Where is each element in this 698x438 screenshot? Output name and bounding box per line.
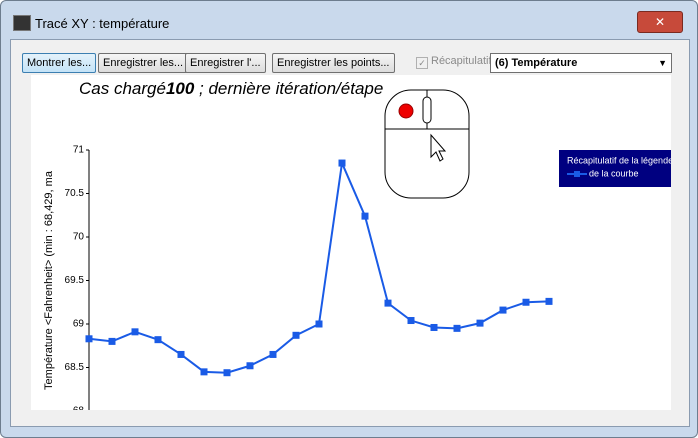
data-point	[407, 317, 415, 325]
data-point	[499, 306, 507, 314]
data-point	[246, 362, 254, 370]
window-icon	[13, 15, 31, 31]
dropdown[interactable]: (6) Température ▼	[490, 53, 672, 73]
dropdown-value: (6) Température	[495, 57, 578, 69]
legend-label: de la courbe	[589, 168, 639, 178]
data-point	[430, 323, 438, 331]
data-point	[315, 320, 323, 328]
chart: Cas chargé100 ; dernière itération/étape…	[31, 75, 671, 410]
data-point	[545, 297, 553, 305]
button[interactable]: Montrer les...	[22, 53, 97, 73]
button[interactable]: Enregistrer l'...	[185, 53, 266, 73]
data-point	[453, 324, 461, 332]
y-tick-label: 68	[73, 406, 85, 410]
title-text: Cas chargé	[79, 79, 166, 98]
data-point	[200, 368, 208, 376]
data-point	[361, 212, 369, 220]
y-tick-label: 69	[73, 319, 85, 330]
chart-title: Cas chargé100 ; dernière itération/étape	[79, 79, 383, 98]
y-axis-label: Température <Fahrenheit> (min : 68,429, …	[43, 170, 55, 390]
data-point	[177, 350, 185, 358]
button[interactable]: Enregistrer les...	[98, 53, 189, 73]
close-button[interactable]: ✕	[637, 11, 683, 33]
client-area: Montrer les... Enregistrer les... Enregi…	[10, 39, 690, 427]
chart-background	[31, 75, 671, 410]
data-point	[476, 319, 484, 327]
data-point	[338, 159, 346, 167]
data-point	[522, 298, 530, 306]
mouse-icon	[384, 89, 470, 199]
data-point	[384, 299, 392, 307]
button[interactable]: Enregistrer les points...	[272, 53, 395, 73]
checkbox[interactable]: ✓ Récapitulatif	[416, 55, 492, 69]
data-point	[108, 337, 116, 345]
y-tick-label: 68.5	[65, 362, 85, 373]
data-point	[154, 336, 162, 344]
y-tick-label: 70	[73, 232, 85, 243]
y-tick-label: 70.5	[65, 188, 85, 199]
legend-title: Récapitulatif de la légende	[567, 155, 671, 165]
data-point	[85, 335, 93, 343]
legend-marker	[574, 171, 580, 177]
legend-box	[559, 150, 671, 187]
data-point	[131, 328, 139, 336]
y-tick-label: 71	[73, 145, 85, 156]
checkbox-label: Récapitulatif	[431, 55, 492, 67]
title-rest: ; dernière itération/étape	[194, 79, 383, 98]
data-point	[292, 331, 300, 339]
title-bold: 100	[166, 79, 195, 98]
data-point	[269, 350, 277, 358]
data-point	[223, 369, 231, 377]
window-title: Tracé XY : température	[35, 16, 170, 31]
y-tick-label: 69.5	[65, 275, 85, 286]
